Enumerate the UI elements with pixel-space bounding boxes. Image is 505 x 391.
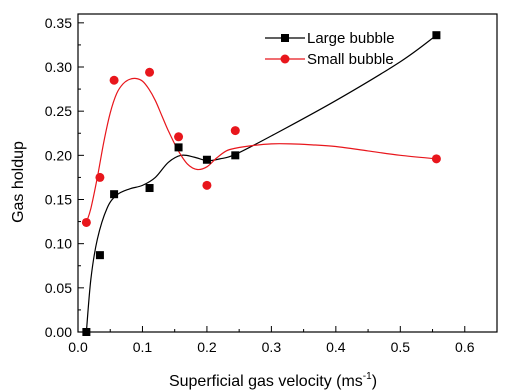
y-tick-label: 0.30 — [45, 59, 72, 75]
y-tick-label: 0.10 — [45, 236, 72, 252]
fit-line-large-bubble — [85, 34, 437, 333]
point-large-bubble — [110, 190, 119, 199]
fit-line-small-bubble — [85, 77, 437, 223]
x-axis-title-end: ) — [372, 373, 377, 390]
y-tick-label: 0.25 — [45, 103, 72, 119]
y-axis-title: Gas holdup — [10, 141, 27, 223]
point-large-bubble — [231, 151, 240, 160]
point-large-bubble — [82, 328, 91, 336]
point-small-bubble — [431, 154, 441, 164]
legend-label-large-bubble: Large bubble — [307, 30, 395, 47]
point-small-bubble — [81, 217, 91, 227]
point-large-bubble — [95, 251, 104, 260]
x-axis-title-sup: -1 — [363, 371, 372, 382]
point-large-bubble — [202, 155, 211, 164]
point-small-bubble — [109, 75, 119, 85]
point-large-bubble — [174, 143, 183, 152]
point-large-bubble — [145, 184, 154, 193]
legend-label-small-bubble: Small bubble — [307, 51, 394, 68]
point-small-bubble — [230, 126, 240, 136]
x-tick-label: 0.3 — [262, 339, 282, 355]
data-points — [81, 31, 441, 336]
x-tick-label: 0.4 — [326, 339, 346, 355]
y-tick-label: 0.00 — [45, 324, 72, 340]
plot-frame — [77, 13, 498, 333]
point-small-bubble — [174, 132, 184, 142]
legend-marker-large-bubble — [281, 34, 289, 42]
point-large-bubble — [432, 31, 441, 40]
legend-marker-small-bubble — [280, 54, 290, 64]
x-tick-label: 0.5 — [391, 339, 411, 355]
fit-curves — [85, 34, 437, 333]
y-tick-label: 0.05 — [45, 280, 72, 296]
x-axis-title-main: Superficial gas velocity (ms — [169, 373, 363, 390]
y-tick-label: 0.20 — [45, 147, 72, 163]
point-small-bubble — [202, 180, 212, 190]
x-tick-label: 0.2 — [197, 339, 217, 355]
y-tick-label: 0.35 — [45, 15, 72, 31]
point-small-bubble — [95, 172, 105, 182]
x-tick-label: 0.0 — [68, 339, 88, 355]
axes: 0.0 0.1 0.2 0.3 0.4 0.5 0.6 0.00 0.05 0.10 0.15 0.2… — [45, 13, 498, 355]
x-axis-title: Superficial gas velocity (ms-1) — [169, 371, 377, 390]
y-tick-label: 0.15 — [45, 192, 72, 208]
legend: Large bubble Small bubble — [265, 30, 395, 68]
x-tick-label: 0.6 — [455, 339, 475, 355]
x-tick-label: 0.1 — [133, 339, 153, 355]
point-small-bubble — [145, 67, 155, 77]
